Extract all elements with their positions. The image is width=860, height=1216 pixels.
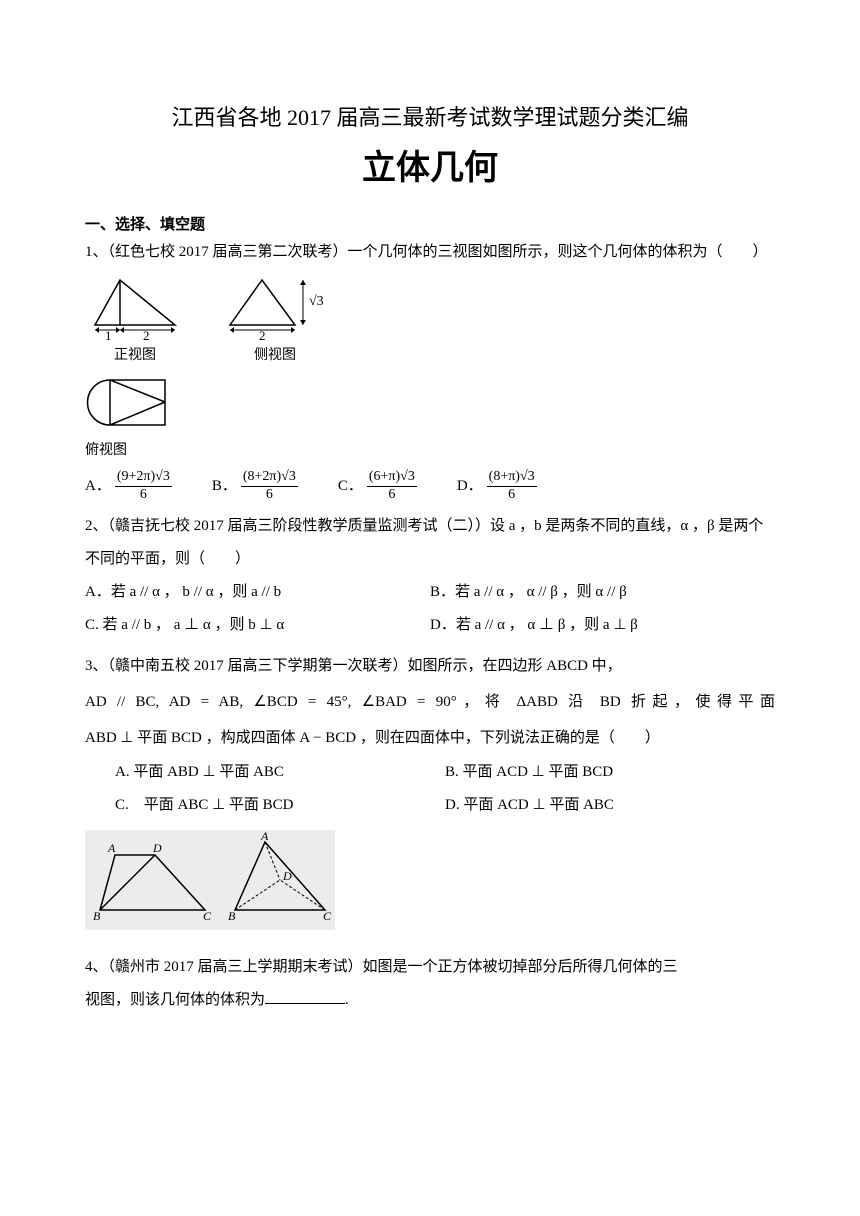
q1-a-num: (9+2π)√3: [115, 469, 172, 487]
q1-top-view: 俯视图: [85, 375, 775, 463]
q1-options: A． (9+2π)√3 6 B． (8+2π)√3 6 C． (6+π)√3 6…: [85, 469, 775, 504]
question-4: 4、（赣州市 2017 届高三上学期期末考试）如图是一个正方体被切掉部分后所得几…: [85, 951, 775, 1017]
question-2: 2、（赣吉抚七校 2017 届高三阶段性教学质量监测考试（二））设 a ，b 是…: [85, 510, 775, 642]
svg-text:C: C: [203, 909, 212, 923]
q3-option-a: A. 平面 ABD ⊥ 平面 ABC: [115, 756, 445, 789]
top-view-label: 俯视图: [85, 439, 127, 463]
q2-option-a: A．若 a // α ， b // α ，则 a // b: [85, 576, 430, 609]
q3-line3: ABD ⊥ 平面 BCD ，构成四面体 A − BCD ，则在四面体中，下列说法…: [85, 720, 775, 756]
front-view-label: 正视图: [114, 344, 156, 368]
q2-option-d: D．若 a // α ， α ⊥ β ，则 a ⊥ β: [430, 609, 775, 642]
q1-c-den: 6: [386, 487, 397, 504]
svg-text:√3: √3: [309, 294, 324, 309]
document-title-1: 江西省各地 2017 届高三最新考试数学理试题分类汇编: [85, 100, 775, 132]
side-view-label: 侧视图: [254, 344, 296, 368]
q3-options: A. 平面 ABD ⊥ 平面 ABC B. 平面 ACD ⊥ 平面 BCD C.…: [85, 756, 775, 822]
top-view-svg: [85, 375, 175, 435]
q4-line1: 4、（赣州市 2017 届高三上学期期末考试）如图是一个正方体被切掉部分后所得几…: [85, 951, 775, 984]
q2-options: A．若 a // α ， b // α ，则 a // b B．若 a // α…: [85, 576, 775, 642]
q1-b-num: (8+2π)√3: [241, 469, 298, 487]
option-label-a: A．: [85, 474, 111, 500]
q2-option-b: B．若 a // α ， α // β ，则 α // β: [430, 576, 775, 609]
svg-text:B: B: [228, 909, 236, 923]
q3-figure: A D B C A D B C: [85, 830, 775, 940]
q1-d-num: (8+π)√3: [487, 469, 537, 487]
q1-option-a: A． (9+2π)√3 6: [85, 469, 172, 504]
svg-text:B: B: [93, 909, 101, 923]
question-2-text: 2、（赣吉抚七校 2017 届高三阶段性教学质量监测考试（二））设 a ，b 是…: [85, 510, 775, 576]
q1-d-den: 6: [506, 487, 517, 504]
question-1: 1、（红色七校 2017 届高三第二次联考）一个几何体的三视图如图所示，则这个几…: [85, 238, 775, 504]
q1-c-num: (6+π)√3: [367, 469, 417, 487]
question-3: 3、（赣中南五校 2017 届高三下学期第一次联考）如图所示，在四边形 ABCD…: [85, 648, 775, 940]
q1-option-b: B． (8+2π)√3 6: [212, 469, 298, 504]
q1-option-c: C． (6+π)√3 6: [338, 469, 417, 504]
q3-line2: AD // BC, AD = AB, ∠BCD = 45°, ∠BAD = 90…: [85, 684, 775, 720]
q4-line2b: .: [345, 992, 349, 1008]
q1-front-view: 1 2 正视图: [85, 275, 185, 368]
svg-text:A: A: [107, 841, 116, 855]
svg-text:A: A: [260, 830, 269, 843]
q1-b-den: 6: [264, 487, 275, 504]
q3-option-c: C. 平面 ABC ⊥ 平面 BCD: [115, 789, 445, 822]
q1-side-view: √3 2 侧视图: [215, 275, 335, 368]
dim-3: 2: [259, 328, 266, 340]
q4-line2a: 视图，则该几何体的体积为: [85, 992, 265, 1008]
q3-diagram-svg: A D B C A D B C: [85, 830, 335, 930]
q3-option-b: B. 平面 ACD ⊥ 平面 BCD: [445, 756, 775, 789]
question-1-text: 1、（红色七校 2017 届高三第二次联考）一个几何体的三视图如图所示，则这个几…: [85, 238, 775, 267]
front-view-svg: 1 2: [85, 275, 185, 340]
q4-blank: [265, 990, 345, 1004]
q1-a-den: 6: [138, 487, 149, 504]
dim-2: 2: [143, 328, 150, 340]
q1-option-d: D． (8+π)√3 6: [457, 469, 537, 504]
side-view-svg: √3 2: [215, 275, 335, 340]
q3-line1: 3、（赣中南五校 2017 届高三下学期第一次联考）如图所示，在四边形 ABCD…: [85, 648, 775, 684]
option-label-c: C．: [338, 474, 363, 500]
svg-text:D: D: [152, 841, 162, 855]
option-label-b: B．: [212, 474, 237, 500]
section-header: 一、选择、填空题: [85, 213, 775, 234]
document-title-2: 立体几何: [85, 140, 775, 189]
svg-text:C: C: [323, 909, 332, 923]
option-label-d: D．: [457, 474, 483, 500]
q1-figure-row-1: 1 2 正视图 √3 2 侧视图: [85, 275, 775, 368]
q2-option-c: C. 若 a // b ， a ⊥ α ，则 b ⊥ α: [85, 609, 430, 642]
svg-text:D: D: [282, 869, 292, 883]
q4-line2: 视图，则该几何体的体积为.: [85, 984, 775, 1017]
dim-1: 1: [105, 328, 112, 340]
q3-option-d: D. 平面 ACD ⊥ 平面 ABC: [445, 789, 775, 822]
